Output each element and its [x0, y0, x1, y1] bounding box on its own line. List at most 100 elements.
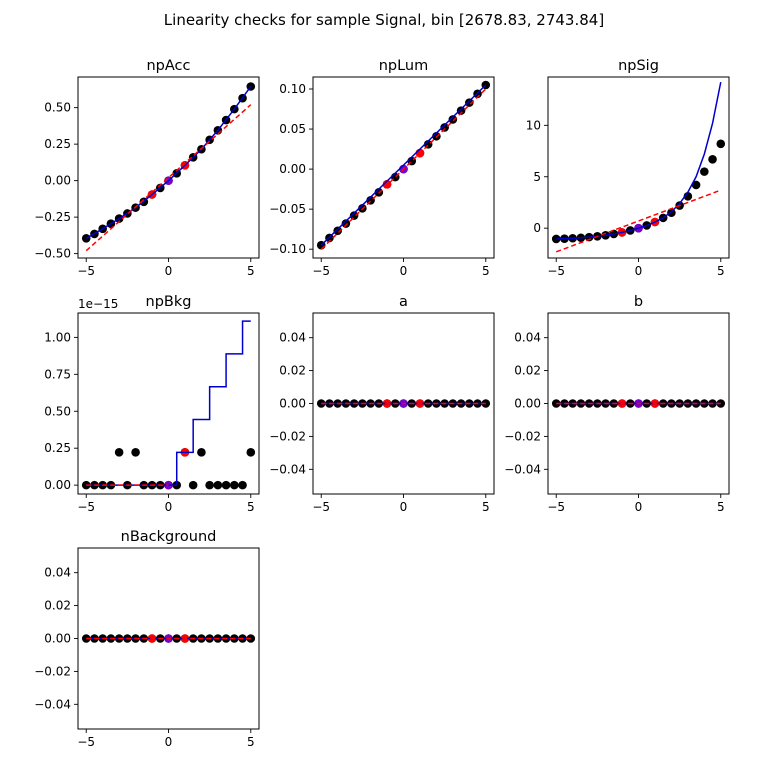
data-point [188, 480, 198, 490]
fit-curve [556, 81, 722, 240]
x-tick-label: 0 [635, 500, 643, 514]
x-tick-label: 5 [717, 500, 725, 514]
x-tick-label: −5 [77, 264, 95, 278]
data-point [213, 480, 223, 490]
y-tick-label: 0.10 [279, 82, 306, 96]
y-tick-label: −0.05 [269, 202, 306, 216]
y-tick-label: 5 [533, 170, 541, 184]
subplot-npLum: npLum −5 0 5 −0.10 −0.05 0.00 0.05 0.10 [269, 58, 495, 278]
y-tick-label: −0.04 [269, 462, 306, 476]
data-point [448, 115, 458, 124]
figure-title: Linearity checks for sample Signal, bin … [163, 11, 605, 29]
data-point [465, 98, 474, 107]
fit-curve [85, 86, 252, 239]
data-point [246, 634, 256, 643]
x-tick-label: 5 [247, 264, 255, 278]
data-point [481, 399, 491, 408]
x-tick-label: 5 [247, 500, 255, 514]
linear-approx-line [320, 88, 487, 250]
data-point [238, 480, 247, 490]
data-point [246, 448, 256, 457]
data-point [456, 106, 466, 115]
y-tick-label: 0.25 [44, 137, 71, 151]
axes-frame [77, 76, 260, 259]
x-tick-label: −5 [547, 264, 565, 278]
y-tick-label: 0.00 [44, 478, 71, 492]
y-tick-label: 0.04 [514, 331, 541, 345]
plot-area [551, 81, 726, 253]
data-point [551, 234, 561, 244]
plot-area [81, 82, 256, 252]
data-point [341, 219, 351, 228]
plot-area [551, 399, 726, 408]
y-offset-label: 1e−15 [78, 297, 118, 311]
x-tick-label: 0 [165, 735, 173, 749]
x-tick-label: 0 [635, 264, 643, 278]
data-point [205, 480, 214, 490]
x-tick-label: 5 [482, 264, 490, 278]
data-point [114, 448, 124, 457]
data-point [551, 399, 561, 408]
x-tick-label: −5 [77, 735, 95, 749]
y-tick-label: −0.04 [504, 462, 541, 476]
data-point [230, 480, 239, 490]
y-tick-label: 0.02 [44, 599, 71, 613]
y-tick-label: −0.25 [34, 210, 71, 224]
y-tick-label: 0.50 [44, 101, 71, 115]
subplot-b: b −5 0 5 −0.04 −0.02 0.00 0.02 0.04 [504, 294, 730, 514]
y-tick-label: 0.00 [279, 162, 306, 176]
data-point [221, 480, 231, 490]
subplot-title: b [634, 294, 643, 310]
subplot-npBkg: npBkg −5 0 5 0.00 0.25 0.50 0.75 1.00 1e−15 [44, 294, 260, 514]
y-tick-label: 0.00 [279, 397, 306, 411]
subplot-title: nBackground [121, 529, 217, 545]
subplot-title: npBkg [146, 294, 192, 310]
x-tick-label: 5 [717, 264, 725, 278]
data-point [440, 123, 449, 132]
y-tick-label: 0.05 [279, 122, 306, 136]
subplot-title: npAcc [146, 58, 190, 74]
y-tick-label: 10 [526, 118, 541, 132]
plot-area [81, 320, 256, 490]
x-tick-label: 5 [247, 735, 255, 749]
y-tick-label: 0.02 [279, 364, 306, 378]
y-tick-label: 0.50 [44, 404, 71, 418]
data-point [81, 634, 91, 643]
subplot-title: npLum [379, 58, 429, 74]
y-tick-label: −0.02 [34, 664, 71, 678]
subplot-title: a [399, 294, 408, 310]
fit-curve [86, 320, 251, 486]
axes-frame [77, 312, 260, 495]
y-tick-label: −0.50 [34, 247, 71, 261]
y-tick-label: 0.00 [44, 632, 71, 646]
x-tick-label: −5 [77, 500, 95, 514]
data-point [708, 154, 717, 164]
y-tick-label: 0.04 [44, 566, 71, 580]
linear-approx-line [555, 189, 722, 253]
y-tick-label: −0.02 [504, 429, 541, 443]
data-point [316, 399, 326, 408]
x-tick-label: 5 [482, 500, 490, 514]
y-tick-label: 1.00 [44, 330, 71, 344]
y-tick-label: 0.00 [514, 397, 541, 411]
linear-approx-line [85, 104, 252, 252]
y-tick-label: −0.10 [269, 242, 306, 256]
data-point [349, 211, 359, 220]
subplot-nBackground: nBackground −5 0 5 −0.04 −0.02 0.00 0.02 0.04 [34, 529, 260, 749]
subplot-a: a −5 0 5 −0.04 −0.02 0.00 0.02 0.04 [269, 294, 495, 514]
x-tick-label: −5 [547, 500, 565, 514]
x-tick-label: 0 [400, 264, 408, 278]
data-point [81, 480, 91, 490]
y-tick-label: 0.75 [44, 367, 71, 381]
x-tick-label: −5 [312, 500, 330, 514]
data-point [197, 448, 206, 457]
y-tick-label: 0 [533, 221, 541, 235]
subplot-npAcc: npAcc −5 0 5 −0.50 −0.25 0.00 0.25 0.50 [34, 58, 260, 278]
data-point [333, 226, 342, 236]
y-tick-label: 0.00 [44, 174, 71, 188]
plot-area [316, 80, 491, 250]
data-point [131, 448, 140, 457]
plot-area [81, 634, 256, 643]
